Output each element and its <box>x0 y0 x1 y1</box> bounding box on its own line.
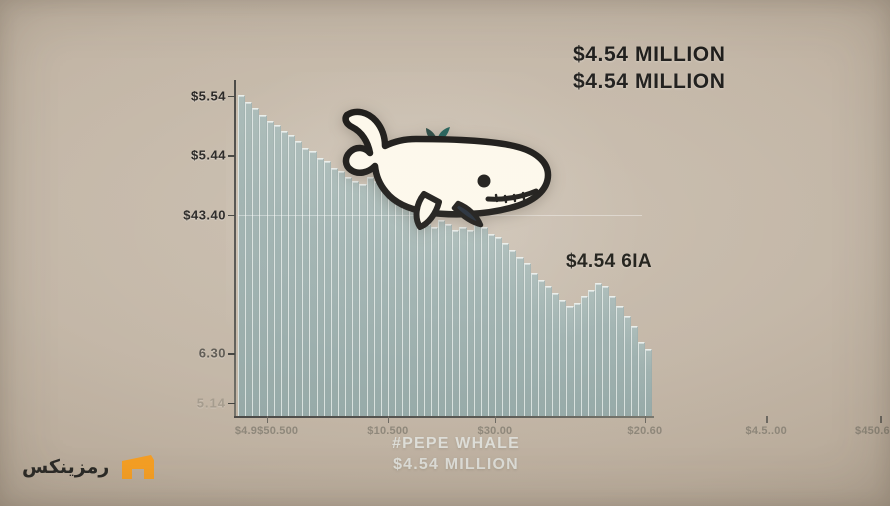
y-axis-label: $5.44 <box>190 147 226 163</box>
bar <box>437 220 446 416</box>
bar <box>587 289 596 416</box>
bar <box>245 101 253 416</box>
x-axis-label: $4.5..00 <box>745 425 787 437</box>
x-axis-label: $30.00 <box>477 425 513 437</box>
x-axis-label: $450.6/00 <box>855 425 890 437</box>
bar <box>466 230 474 416</box>
bar <box>566 306 574 416</box>
bar <box>330 167 338 416</box>
bar <box>623 316 631 416</box>
bar <box>516 256 524 416</box>
bar <box>352 180 360 416</box>
bar <box>630 325 638 416</box>
bar <box>316 157 324 416</box>
caption-title: #PEPE WHALE <box>392 435 520 452</box>
x-tick-mark <box>644 416 647 423</box>
x-axis-line <box>234 416 654 418</box>
bar <box>280 131 288 416</box>
x-tick-mark <box>880 416 882 423</box>
bar <box>416 217 424 416</box>
x-tick-mark <box>266 416 269 423</box>
bar <box>552 292 560 416</box>
bar <box>616 306 624 416</box>
bar <box>266 121 274 416</box>
y-tick-mark <box>228 95 235 98</box>
bar <box>323 160 331 416</box>
brand-lockup: رمزینکس <box>22 454 155 480</box>
brand-name: رمزینکس <box>22 456 110 478</box>
y-axis-label: 6.30 <box>198 345 226 361</box>
whale-lower-fin <box>451 200 484 228</box>
bar-series <box>238 86 653 416</box>
y-tick-mark <box>228 402 235 405</box>
x-tick-mark <box>387 416 390 423</box>
bar <box>359 184 367 416</box>
bar <box>573 302 581 416</box>
bar <box>366 177 374 416</box>
bar <box>495 236 503 416</box>
y-axis-label: 5.14 <box>196 395 226 411</box>
bar <box>473 223 481 416</box>
x-axis-label: $10.500 <box>367 425 409 437</box>
y-tick-mark <box>228 214 235 217</box>
bar <box>523 263 531 416</box>
bar <box>487 233 496 416</box>
bar <box>430 226 438 416</box>
bar <box>559 299 567 416</box>
bar <box>273 124 281 416</box>
bar <box>409 210 417 416</box>
y-tick-mark <box>228 353 235 355</box>
mid-callout-label: $4.54 6IA <box>566 251 652 272</box>
caption-block: #PEPE WHALE $4.54 MILLION <box>392 434 520 476</box>
whale-side-fin <box>413 191 442 230</box>
y-tick-mark <box>228 155 235 157</box>
bar <box>309 151 317 416</box>
whale-mouth <box>485 188 539 202</box>
bar <box>295 141 303 416</box>
bar <box>259 114 267 416</box>
y-axis-label: $5.54 <box>190 88 226 104</box>
caption-amount: $4.54 MILLION <box>393 455 519 473</box>
y-axis-label: $43.40 <box>183 207 226 223</box>
bar <box>580 296 588 416</box>
bar <box>445 223 453 416</box>
bar <box>530 273 538 416</box>
headline-line-2: $4.54 MILLION <box>573 69 726 93</box>
bar <box>238 94 246 416</box>
bar <box>423 223 431 416</box>
bar <box>637 342 646 416</box>
bar <box>345 177 353 416</box>
bar <box>609 296 617 416</box>
bar <box>509 250 517 416</box>
x-tick-mark <box>766 416 768 423</box>
bar <box>480 226 488 416</box>
bar <box>602 286 610 416</box>
y-axis-line <box>234 80 236 416</box>
bar <box>252 108 260 416</box>
bar <box>459 226 467 416</box>
bar <box>302 147 310 416</box>
bar <box>545 286 553 416</box>
bar <box>502 243 510 416</box>
bar <box>645 349 653 416</box>
headline-block: $4.54 MILLION $4.54 MILLION <box>573 42 726 96</box>
x-tick-mark <box>494 416 497 423</box>
bar <box>537 279 546 416</box>
whale-illustration <box>342 108 552 230</box>
whale-eye <box>477 174 491 188</box>
bar <box>595 283 603 416</box>
headline-line-1: $4.54 MILLION <box>573 43 726 66</box>
bar <box>452 230 460 416</box>
arch-logo-icon <box>122 455 155 479</box>
bar <box>287 134 296 416</box>
bar <box>337 170 346 416</box>
x-axis-label: $4.9$50.500 <box>234 425 299 437</box>
whale-teeth <box>494 191 526 204</box>
x-axis-label: $20.60 <box>627 425 663 437</box>
